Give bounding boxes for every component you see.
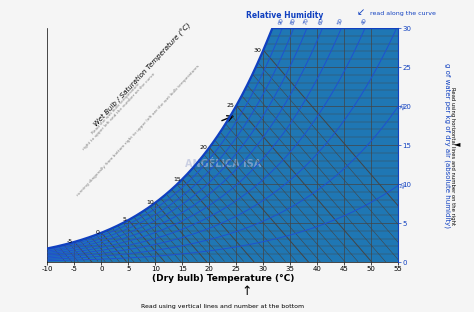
Polygon shape bbox=[47, 28, 398, 262]
Text: Read using vertical lines and number at the bottom: Read using vertical lines and number at … bbox=[141, 304, 304, 309]
Y-axis label: g of water per kg of dry air (absolute humidity): g of water per kg of dry air (absolute h… bbox=[444, 63, 450, 227]
Text: 50: 50 bbox=[337, 17, 344, 25]
Text: Relative Humidity: Relative Humidity bbox=[246, 11, 323, 20]
Text: 70: 70 bbox=[302, 17, 310, 25]
Text: 10: 10 bbox=[400, 181, 407, 190]
Text: 30: 30 bbox=[254, 47, 262, 52]
Text: Read using horizontal lines and number on the right: Read using horizontal lines and number o… bbox=[450, 87, 455, 225]
Text: 20: 20 bbox=[400, 102, 407, 111]
Text: ANGÉLICA ISA: ANGÉLICA ISA bbox=[185, 159, 261, 169]
Text: ↑: ↑ bbox=[241, 285, 252, 298]
X-axis label: (Dry bulb) Temperature (°C): (Dry bulb) Temperature (°C) bbox=[152, 274, 294, 283]
Text: 20: 20 bbox=[200, 145, 208, 150]
Text: ↙: ↙ bbox=[356, 7, 365, 17]
Text: Read the wet bulb temperature
right to upper left and the number on the curve: Read the wet bulb temperature right to u… bbox=[79, 69, 156, 151]
Text: 0: 0 bbox=[96, 230, 100, 235]
Text: 80: 80 bbox=[290, 17, 297, 25]
Text: Wet Bulb / Saturation Temperature (°C): Wet Bulb / Saturation Temperature (°C) bbox=[92, 22, 192, 128]
Text: 60: 60 bbox=[318, 17, 325, 25]
Text: 90: 90 bbox=[278, 17, 285, 25]
Text: 10: 10 bbox=[146, 200, 154, 205]
Text: 25: 25 bbox=[227, 103, 235, 108]
Text: read along the curve: read along the curve bbox=[370, 11, 436, 16]
Text: 40: 40 bbox=[361, 17, 368, 25]
Text: 15: 15 bbox=[173, 177, 181, 182]
Text: running diagonally from bottom right to upper left are the wet bulb temperatures: running diagonally from bottom right to … bbox=[76, 65, 201, 197]
Text: 5: 5 bbox=[123, 217, 127, 222]
Text: ◄: ◄ bbox=[454, 139, 461, 148]
Text: -5: -5 bbox=[67, 239, 73, 244]
